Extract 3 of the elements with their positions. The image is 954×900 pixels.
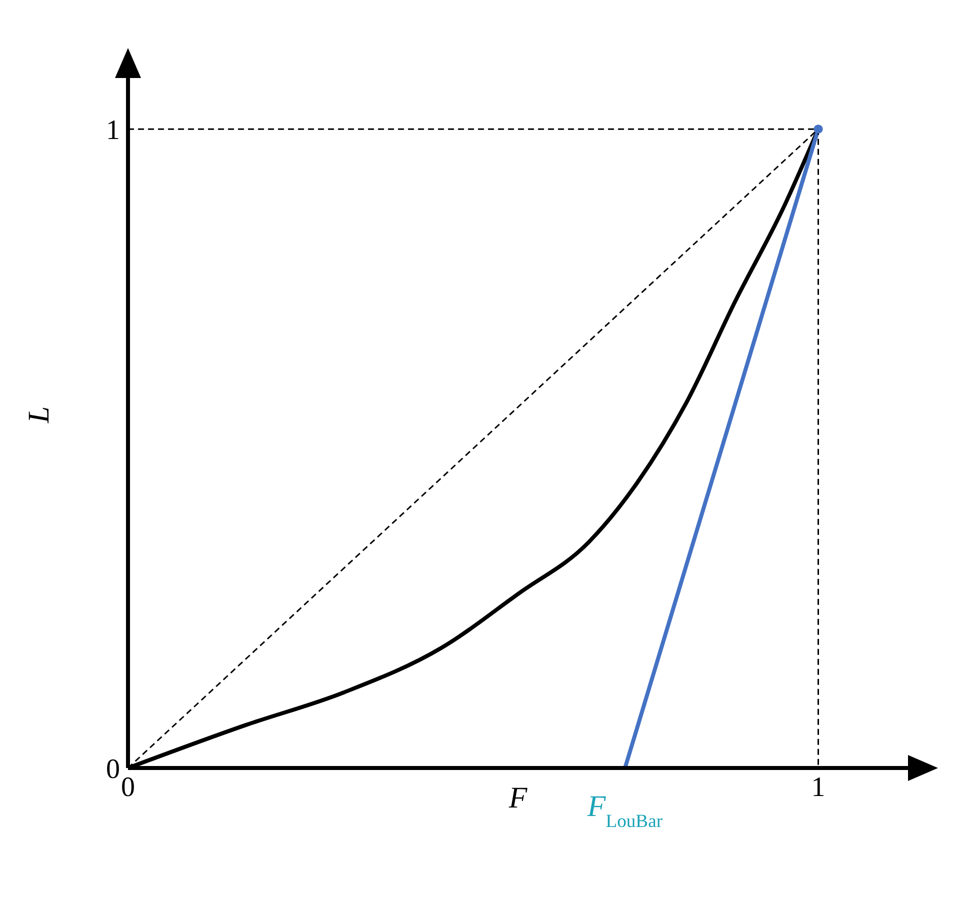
x-axis-title: F <box>508 781 528 814</box>
annotation: F$_{LouBar}$ <box>586 790 664 832</box>
y-axis-title: L <box>22 406 56 424</box>
